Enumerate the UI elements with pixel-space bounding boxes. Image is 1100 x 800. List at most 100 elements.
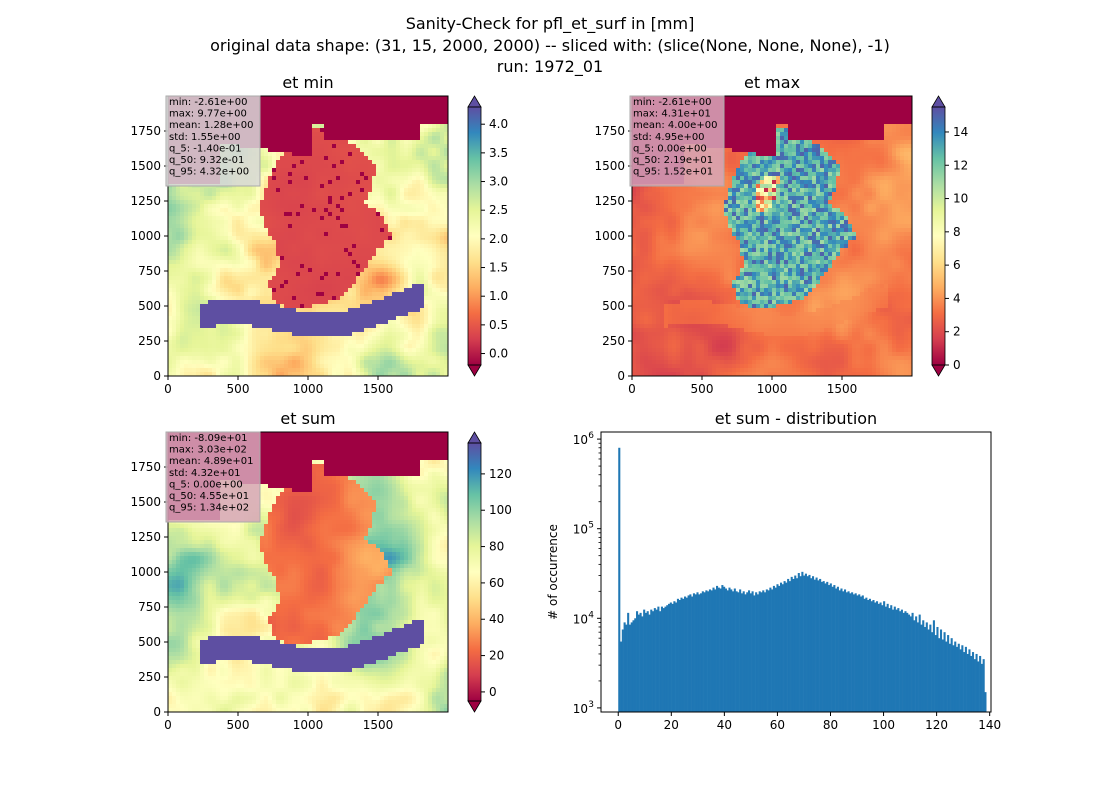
- figure-title-line-1: Sanity-Check for pfl_et_surf in [mm]: [406, 14, 695, 34]
- p3-bar-17: [648, 614, 651, 712]
- p0-colorbar-tick-label-0: 0.0: [489, 347, 508, 361]
- p3-bar-149: [883, 601, 886, 712]
- p3-bar-144: [874, 602, 877, 712]
- p3-bar-201: [975, 653, 978, 712]
- p0-stat-0: min: -2.61e+00: [169, 97, 248, 108]
- p1-title: et max: [744, 73, 800, 92]
- p2-stat-0: min: -8.09e+01: [169, 433, 248, 444]
- p1-colorbar-tick-label-2: 4: [953, 291, 961, 305]
- p3-bar-41: [691, 596, 694, 712]
- p3-bar-117: [826, 581, 829, 712]
- p3-bar-100: [796, 578, 799, 712]
- p3-bar-68: [739, 589, 742, 712]
- p0-stat-4: q_5: -1.40e-01: [169, 143, 242, 154]
- p3-bar-58: [721, 585, 724, 712]
- p3-bar-118: [827, 585, 831, 712]
- p3-bar-119: [829, 583, 832, 712]
- p3-bar-133: [854, 593, 857, 712]
- p0-colorbar-tick-label-4: 2.0: [489, 232, 508, 246]
- p2-ytick-label-1: 250: [138, 670, 161, 684]
- p3-bar-124: [838, 590, 841, 712]
- p3-bar-37: [684, 596, 687, 712]
- p3-title: et sum - distribution: [715, 409, 877, 428]
- p3-bar-173: [925, 622, 928, 712]
- p0-stat-3: std: 1.55e+00: [169, 132, 241, 143]
- p3-ytick-exp-2: 5: [588, 521, 594, 531]
- p3-bar-83: [765, 589, 768, 712]
- figure-title-line-2: original data shape: (31, 15, 2000, 2000…: [210, 36, 890, 55]
- p1-colorbar-tick-label-4: 8: [953, 225, 961, 239]
- p3-bar-60: [724, 588, 727, 712]
- p3-ytick-exp-0: 3: [588, 700, 594, 710]
- p3-bar-141: [868, 598, 871, 712]
- p3-bar-137: [861, 595, 864, 712]
- p3-bar-74: [749, 593, 752, 712]
- p3-bar-27: [666, 605, 669, 712]
- p2-ytick-label-4: 1000: [130, 565, 161, 579]
- p0-colorbar-tick-label-1: 0.5: [489, 318, 508, 332]
- p3-bar-129: [847, 591, 850, 712]
- p3-xtick-label-4: 80: [823, 718, 838, 732]
- p3-bar-152: [888, 608, 891, 712]
- p3-ytick-base-3: 10: [573, 433, 588, 447]
- p3-ylabel: # of occurrence: [546, 524, 560, 620]
- p0-colorbar-tick-label-5: 2.5: [489, 203, 508, 217]
- p2-colorbar-frame: [467, 442, 482, 702]
- p0-ytick-label-7: 1750: [130, 124, 161, 138]
- p3-bar-40: [689, 594, 692, 712]
- p1-xtick-label-0: 0: [628, 382, 636, 396]
- p3-bar-88: [774, 587, 777, 712]
- p3-xtick-label-2: 40: [717, 718, 732, 732]
- p3-bar-39: [687, 595, 690, 712]
- p3-bar-132: [852, 594, 855, 712]
- p3-bar-188: [952, 645, 955, 712]
- p3-bar-135: [858, 594, 861, 712]
- p2-xtick-label-2: 1000: [293, 718, 324, 732]
- p3-ytick-base-0: 10: [573, 702, 588, 716]
- p3-bar-38: [685, 597, 688, 712]
- p3-bar-91: [780, 582, 783, 712]
- p3-bar-15: [644, 612, 647, 712]
- p3-bar-7: [630, 622, 633, 712]
- p3-bar-105: [804, 573, 807, 712]
- p3-bar-47: [701, 591, 704, 712]
- p3-bar-20: [653, 608, 656, 712]
- p3-bar-85: [769, 587, 772, 712]
- p3-bar-172: [923, 626, 927, 712]
- p0-colorbar-tick-label-7: 3.5: [489, 146, 508, 160]
- p1-stat-6: q_95: 1.52e+01: [633, 167, 713, 178]
- p3-bar-147: [879, 602, 882, 712]
- p3-bar-115: [822, 581, 825, 712]
- p3-bar-139: [865, 597, 868, 712]
- p3-bar-62: [728, 587, 731, 712]
- p3-bar-34: [678, 600, 681, 712]
- p0-colorbar: [468, 107, 481, 365]
- p3-bar-161: [904, 611, 907, 712]
- p3-bar-136: [859, 596, 863, 712]
- p1-colorbar-tick-label-7: 14: [953, 125, 968, 139]
- p1-stats-box-bg: [629, 95, 725, 187]
- p3-xtick-label-5: 100: [872, 718, 895, 732]
- p2-colorbar-tick-label-6: 120: [489, 467, 512, 481]
- p3-bar-200: [973, 659, 976, 712]
- p3-bar-72: [746, 592, 749, 712]
- p3-bar-154: [891, 609, 895, 712]
- p3-bar-66: [735, 591, 738, 712]
- p3-bar-107: [808, 574, 811, 712]
- p3-xtick-label-0: 0: [614, 718, 622, 732]
- p3-bar-101: [797, 573, 800, 712]
- p2-ytick-label-0: 0: [153, 705, 161, 719]
- p1-ytick-label-7: 1750: [594, 124, 625, 138]
- p3-bar-128: [845, 592, 848, 712]
- p3-bar-110: [813, 579, 816, 712]
- p3-bar-64: [732, 591, 735, 712]
- p3-bar-114: [820, 581, 823, 712]
- p3-bar-206: [984, 692, 987, 712]
- p3-bar-84: [767, 590, 770, 712]
- p3-bar-109: [811, 576, 815, 712]
- panel-et-sum-distribution: et sum - distribution 0 20 40 60 80 100 120 140 1…: [546, 409, 1001, 732]
- p3-bar-175: [929, 624, 932, 712]
- p3-bar-49: [705, 590, 708, 712]
- p3-bar-196: [966, 653, 969, 712]
- p3-bar-204: [980, 663, 983, 712]
